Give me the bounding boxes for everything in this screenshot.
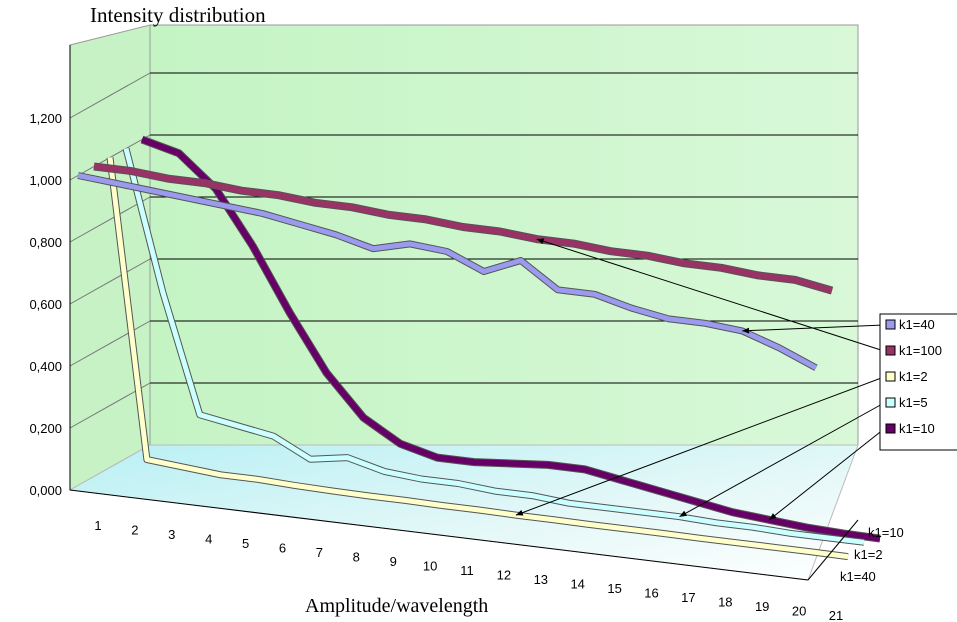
y-tick-label: 1,200 <box>29 111 62 126</box>
depth-axis-line <box>807 519 859 581</box>
series-line <box>93 163 833 294</box>
x-tick-label: 19 <box>755 599 769 614</box>
gridline-side <box>69 72 151 119</box>
x-tick-label: 4 <box>205 532 212 547</box>
x-tick-label: 17 <box>681 590 695 605</box>
series-line <box>123 147 865 545</box>
legend: k1=40 k1=100 k1=2 k1=5 k1=10 <box>879 313 957 451</box>
y-tick-label: 0,000 <box>29 483 62 498</box>
y-tick-labels: 0,000 0,200 0,400 0,600 0,800 1,000 1,200 <box>29 111 62 498</box>
callout-arrows <box>515 238 885 521</box>
x-tick-label: 18 <box>718 595 732 610</box>
x-tick-label: 11 <box>460 563 474 578</box>
series-line <box>107 157 849 560</box>
x-tick-label: 5 <box>242 536 249 551</box>
legend-swatch <box>885 423 896 434</box>
y-tick-label: 0,400 <box>29 359 62 374</box>
x-tick-label: 7 <box>316 545 323 560</box>
series-layer <box>77 135 881 561</box>
x-tick-label: 12 <box>497 568 511 583</box>
chart-title: Intensity distribution <box>90 3 266 27</box>
x-tick-label: 21 <box>829 608 843 622</box>
x-tick-label: 3 <box>168 527 175 542</box>
side-wall <box>69 24 151 491</box>
x-tick-label: 13 <box>534 572 548 587</box>
x-tick-label: 1 <box>94 518 101 533</box>
depth-tick-label: k1=10 <box>868 525 904 540</box>
depth-tick-labels: k1=10 k1=2 k1=40 <box>840 525 904 584</box>
y-tick-label: 1,000 <box>29 173 62 188</box>
legend-item: k1=5 <box>899 395 928 410</box>
x-tick-label: 8 <box>353 550 360 565</box>
x-tick-label: 9 <box>390 554 397 569</box>
x-tick-label: 2 <box>131 523 138 538</box>
x-tick-label: 6 <box>279 541 286 556</box>
legend-swatch <box>885 319 896 330</box>
callout-arrow <box>515 376 885 516</box>
x-tick-label: 20 <box>792 604 806 619</box>
y-tick-label: 0,800 <box>29 235 62 250</box>
legend-swatch <box>885 345 896 356</box>
series-line <box>140 136 881 542</box>
gridline-side <box>69 320 151 367</box>
callout-arrow <box>536 238 885 352</box>
legend-swatch <box>885 371 896 382</box>
axes <box>69 45 859 581</box>
x-tick-label: 10 <box>423 559 437 574</box>
callout-arrow <box>768 428 885 521</box>
x-tick-labels: 1 2 3 4 5 6 7 8 9 10 11 12 13 14 15 16 17 18 19 20 21 <box>94 518 843 622</box>
y-tick-label: 0,600 <box>29 297 62 312</box>
legend-item: k1=2 <box>899 369 928 384</box>
depth-tick-label: k1=40 <box>840 569 876 584</box>
x-axis-label: Amplitude/wavelength <box>305 595 488 617</box>
x-tick-label: 16 <box>644 586 658 601</box>
x-tick-label: 15 <box>607 581 621 596</box>
x-axis-line <box>69 489 809 581</box>
callout-arrow <box>679 402 885 518</box>
depth-tick-label: k1=2 <box>854 547 883 562</box>
series-line <box>77 173 818 370</box>
legend-swatch <box>885 397 896 408</box>
y-tick-label: 0,200 <box>29 421 62 436</box>
legend-item: k1=40 <box>899 317 935 332</box>
legend-item: k1=100 <box>899 343 942 358</box>
chart-walls <box>68 24 859 581</box>
legend-item: k1=10 <box>899 421 935 436</box>
gridline-side <box>69 258 151 305</box>
x-tick-label: 14 <box>570 577 584 592</box>
gridline-side <box>69 196 151 243</box>
